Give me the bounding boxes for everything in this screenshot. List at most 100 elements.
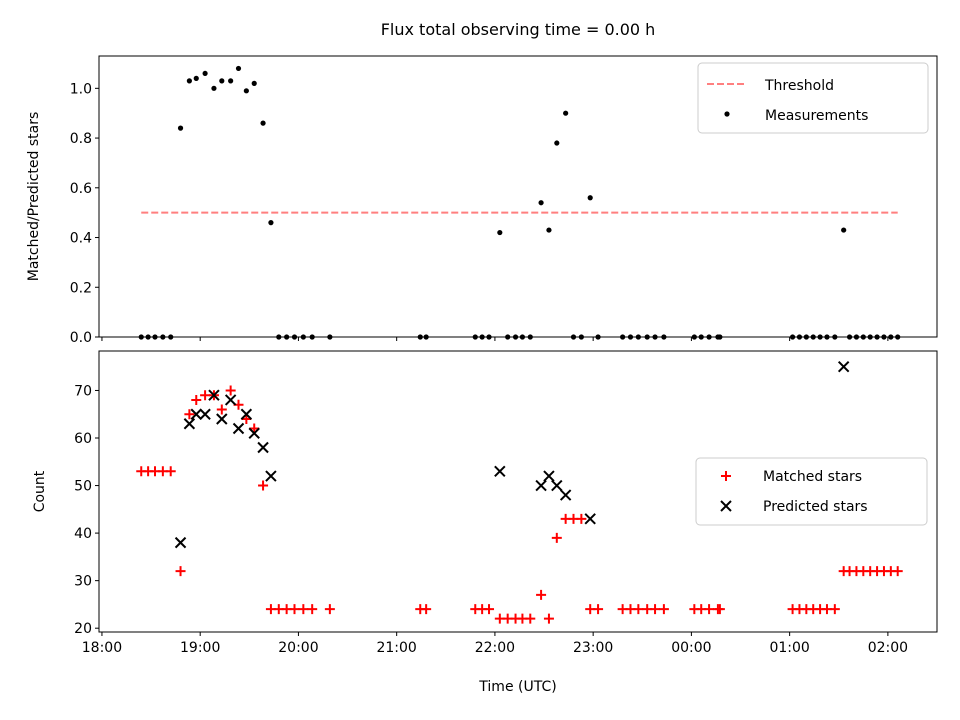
matched-star-point bbox=[200, 390, 211, 401]
measurement-point bbox=[145, 334, 151, 340]
measurement-point bbox=[472, 334, 478, 340]
measurement-point bbox=[627, 334, 634, 340]
predicted-star-point bbox=[190, 408, 202, 420]
measurement-point bbox=[186, 78, 192, 84]
matched-star-point bbox=[633, 604, 644, 615]
matched-star-point bbox=[298, 604, 309, 615]
x-tick-label: 23:00 bbox=[573, 640, 613, 656]
matched-star-point bbox=[175, 566, 186, 577]
measurement-point bbox=[291, 334, 298, 340]
legend-measurement-swatch bbox=[724, 111, 730, 117]
measurement-point bbox=[486, 334, 492, 340]
predicted-star-point bbox=[535, 479, 547, 492]
measurement-point bbox=[276, 334, 282, 340]
x-tick-label: 18:00 bbox=[82, 640, 122, 656]
measurement-point bbox=[706, 334, 712, 340]
measurement-point bbox=[874, 334, 880, 340]
measurement-point bbox=[327, 334, 333, 340]
measurement-point bbox=[824, 334, 830, 340]
predicted-star-point bbox=[240, 408, 253, 420]
measurement-point bbox=[698, 334, 704, 340]
predicted-star-point bbox=[208, 389, 220, 401]
predicted-star-point bbox=[584, 513, 596, 525]
matched-star-point bbox=[225, 385, 236, 396]
measurement-point bbox=[554, 140, 560, 146]
x-tick-label: 20:00 bbox=[278, 640, 318, 656]
predicted-star-point bbox=[174, 536, 187, 549]
matched-star-point bbox=[658, 604, 669, 615]
measurement-point bbox=[309, 334, 315, 340]
x-tick-label: 02:00 bbox=[868, 640, 908, 656]
bottom-y-axis-label: Count bbox=[32, 470, 48, 512]
measurement-point bbox=[300, 334, 306, 340]
matched-star-point bbox=[892, 566, 903, 577]
matched-star-point bbox=[421, 604, 432, 615]
measurement-point bbox=[235, 65, 242, 72]
measurement-point bbox=[211, 85, 217, 91]
measurement-point bbox=[160, 334, 166, 340]
matched-star-point bbox=[249, 423, 260, 434]
bottom-legend: Matched stars Predicted stars bbox=[695, 457, 928, 526]
measurement-point bbox=[841, 227, 847, 233]
measurement-point bbox=[284, 334, 290, 340]
measurement-point bbox=[796, 334, 803, 340]
matched-star-point bbox=[307, 604, 318, 615]
matched-star-point bbox=[165, 466, 176, 477]
predicted-star-point bbox=[837, 360, 850, 373]
top-legend: Threshold Measurements bbox=[697, 62, 929, 134]
measurement-point bbox=[867, 334, 873, 340]
measurement-point bbox=[803, 334, 809, 340]
measurement-point bbox=[570, 334, 577, 340]
measurement-point bbox=[661, 334, 667, 340]
legend-predicted-swatch bbox=[720, 500, 732, 512]
matched-star-point bbox=[191, 394, 202, 405]
measurement-point bbox=[789, 334, 796, 340]
measurement-point bbox=[251, 80, 257, 86]
measurement-point bbox=[895, 334, 901, 340]
measurement-point bbox=[810, 334, 816, 340]
measurement-point bbox=[168, 334, 174, 340]
predicted-star-point bbox=[551, 479, 563, 492]
measurement-point bbox=[881, 334, 887, 340]
measurement-point bbox=[635, 334, 641, 340]
y-tick-label: 50 bbox=[74, 479, 92, 495]
measurement-point bbox=[620, 334, 626, 340]
measurement-point bbox=[268, 220, 274, 226]
x-axis-label: Time (UTC) bbox=[478, 679, 556, 695]
predicted-star-point bbox=[216, 413, 228, 425]
measurement-point bbox=[853, 334, 860, 340]
measurement-point bbox=[138, 334, 144, 340]
predicted-star-point bbox=[248, 427, 260, 439]
measurement-point bbox=[595, 334, 601, 340]
matched-star-point bbox=[593, 604, 604, 615]
measurement-point bbox=[644, 334, 650, 340]
predicted-star-point bbox=[265, 470, 277, 482]
matched-star-point bbox=[536, 589, 547, 600]
measurement-point bbox=[563, 110, 569, 116]
predicted-star-point bbox=[257, 441, 269, 454]
measurement-point bbox=[152, 334, 158, 340]
measurement-point bbox=[228, 78, 234, 84]
predicted-star-point bbox=[494, 465, 506, 478]
matched-star-point bbox=[324, 604, 335, 615]
legend-box bbox=[695, 457, 928, 526]
y-tick-label: 60 bbox=[74, 431, 92, 447]
measurement-point bbox=[527, 334, 533, 340]
y-tick-label: 0.2 bbox=[70, 280, 92, 296]
matched-star-point bbox=[576, 513, 587, 524]
x-tick-label: 01:00 bbox=[769, 640, 809, 656]
predicted-star-point bbox=[232, 422, 245, 435]
measurement-point bbox=[202, 70, 208, 77]
top-y-axis-label: Matched/Predicted stars bbox=[26, 112, 42, 282]
measurement-point bbox=[832, 334, 838, 340]
top-panel: Matched/Predicted stars 0.0 0.2 0.4 0.6 0.8 1… bbox=[26, 55, 938, 346]
measurement-point bbox=[888, 334, 894, 340]
legend-box bbox=[697, 62, 929, 134]
measurement-point bbox=[497, 229, 503, 236]
measurement-point bbox=[193, 75, 199, 81]
legend-measurement-label: Measurements bbox=[765, 108, 868, 124]
y-tick-label: 40 bbox=[74, 526, 92, 542]
legend-matched-label: Matched stars bbox=[763, 469, 862, 485]
measurement-point bbox=[587, 195, 593, 201]
